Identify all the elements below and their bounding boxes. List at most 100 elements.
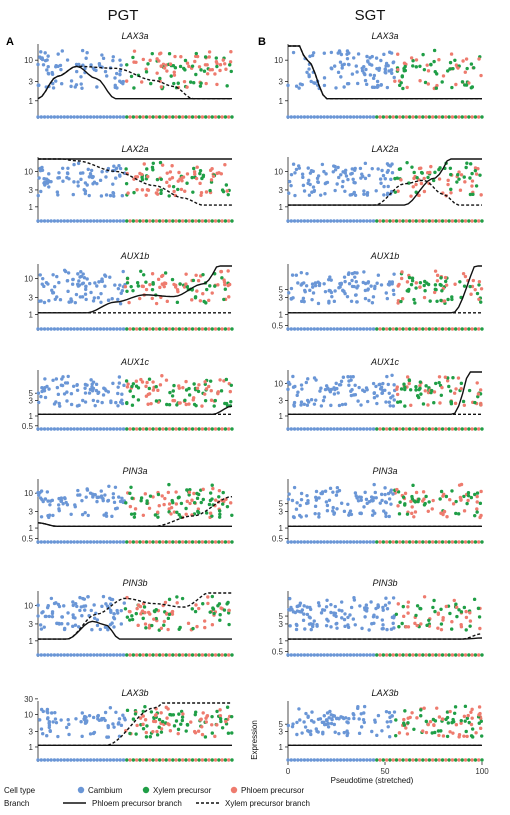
expression-point	[198, 168, 203, 173]
expression-point	[439, 298, 443, 303]
expression-point	[441, 734, 446, 738]
expression-point	[291, 296, 295, 300]
expression-point	[343, 612, 347, 616]
expression-point	[353, 383, 357, 387]
expression-point	[93, 281, 97, 285]
expression-point	[340, 402, 345, 407]
panel-letter-a: A	[6, 36, 14, 48]
expression-point	[198, 84, 203, 88]
expression-point	[435, 279, 440, 283]
expression-point	[328, 486, 333, 491]
expression-point	[166, 627, 170, 632]
baseline-point	[220, 653, 224, 657]
expression-point	[426, 509, 430, 514]
baseline-point	[121, 653, 126, 657]
expression-point	[451, 731, 455, 735]
baseline-point	[296, 427, 300, 431]
expression-point	[348, 509, 353, 513]
expression-point	[41, 63, 46, 67]
expression-point	[185, 181, 189, 185]
baseline-point	[39, 219, 43, 223]
expression-point	[378, 501, 382, 505]
expression-point	[221, 58, 225, 62]
expression-point	[479, 193, 483, 197]
expression-point	[183, 58, 188, 63]
expression-point	[114, 71, 119, 76]
expression-point	[216, 283, 220, 287]
expression-point	[419, 392, 423, 396]
expression-point	[158, 383, 163, 387]
expression-point	[98, 178, 103, 183]
baseline-point	[59, 115, 63, 119]
baseline-point	[72, 653, 76, 657]
expression-point	[360, 66, 364, 70]
baseline-point	[286, 219, 290, 223]
baseline-point	[332, 219, 336, 223]
expression-point	[84, 495, 88, 499]
baseline-point	[411, 427, 415, 431]
baseline-point	[115, 540, 119, 544]
expression-point	[418, 384, 422, 388]
baseline-point	[289, 540, 293, 544]
expression-point	[121, 79, 125, 84]
expression-point	[210, 731, 214, 735]
baseline-point	[200, 427, 205, 431]
expression-point	[391, 288, 396, 293]
expression-point	[193, 609, 198, 614]
expression-point	[136, 603, 141, 607]
expression-point	[427, 618, 431, 623]
expression-point	[449, 187, 453, 192]
baseline-point	[388, 758, 392, 762]
expression-point	[411, 64, 415, 68]
expression-point	[158, 285, 162, 290]
expression-point	[124, 167, 128, 171]
baseline-point	[194, 427, 198, 431]
expression-point	[58, 404, 62, 408]
baseline-point	[411, 327, 415, 331]
expression-point	[431, 178, 436, 183]
expression-point	[461, 59, 465, 63]
baseline-point	[289, 219, 293, 223]
expression-point	[389, 396, 393, 400]
expression-point	[434, 381, 438, 386]
expression-point	[141, 602, 146, 606]
expression-point	[71, 624, 75, 629]
baseline-point	[118, 427, 122, 431]
expression-point	[465, 66, 469, 71]
expression-point	[454, 605, 459, 609]
expression-point	[171, 713, 176, 717]
expression-point	[320, 491, 325, 496]
expression-point	[364, 603, 369, 607]
expression-point	[130, 384, 134, 389]
expression-point	[454, 499, 458, 504]
expression-point	[305, 612, 310, 617]
expression-point	[167, 597, 172, 602]
expression-point	[361, 718, 366, 722]
baseline-point	[414, 327, 418, 331]
baseline-point	[306, 540, 310, 544]
expression-point	[372, 73, 377, 78]
baseline-point	[480, 540, 484, 544]
baseline-point	[128, 540, 132, 544]
expression-point	[349, 375, 353, 379]
expression-point	[448, 611, 452, 616]
baseline-point	[292, 758, 297, 762]
baseline-point	[42, 427, 47, 431]
y-tick-label: 0.5	[22, 422, 34, 431]
expression-point	[388, 404, 392, 408]
expression-point	[433, 283, 438, 287]
expression-point	[196, 389, 201, 394]
expression-point	[39, 627, 44, 631]
expression-point	[114, 710, 118, 714]
expression-point	[207, 298, 211, 303]
expression-point	[57, 496, 61, 501]
baseline-point	[421, 327, 425, 331]
expression-point	[195, 491, 199, 496]
expression-point	[60, 49, 64, 53]
baseline-point	[430, 219, 435, 223]
expression-point	[419, 714, 423, 718]
expression-point	[101, 393, 106, 397]
expression-point	[128, 389, 132, 393]
expression-point	[383, 177, 387, 181]
